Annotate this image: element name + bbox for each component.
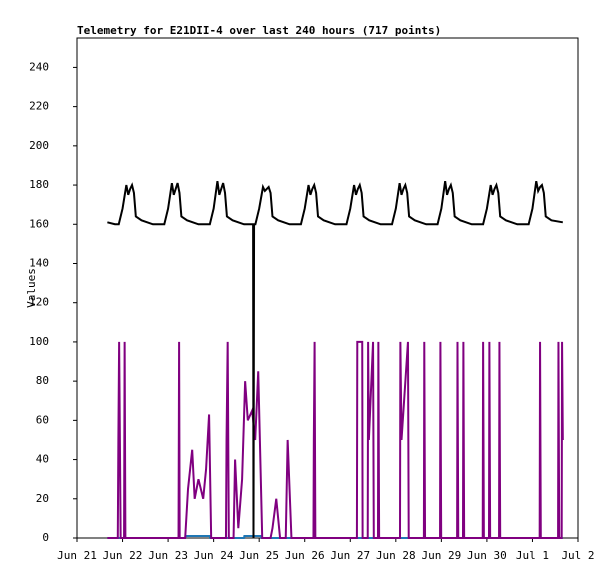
x-tick-label: Jun 28 [376, 549, 416, 562]
y-tick-label: 100 [29, 335, 49, 348]
y-tick-label: 140 [29, 256, 49, 269]
y-tick-label: 220 [29, 100, 49, 113]
x-tick-label: Jun 25 [239, 549, 279, 562]
x-tick-label: Jun 22 [103, 549, 143, 562]
x-tick-label: Jun 30 [467, 549, 507, 562]
y-tick-label: 60 [36, 413, 49, 426]
x-tick-label: Jul 2 [561, 549, 594, 562]
series-line [107, 340, 564, 539]
x-tick-label: Jun 29 [421, 549, 461, 562]
y-tick-label: 160 [29, 217, 49, 230]
y-tick-label: 20 [36, 492, 49, 505]
y-tick-label: 40 [36, 453, 49, 466]
series-line [107, 180, 563, 539]
y-tick-label: 180 [29, 178, 49, 191]
y-tick-label: 80 [36, 374, 49, 387]
x-tick-label: Jun 23 [148, 549, 188, 562]
x-tick-label: Jul 1 [516, 549, 549, 562]
x-tick-label: Jun 21 [57, 549, 97, 562]
x-tick-label: Jun 26 [285, 549, 325, 562]
y-tick-label: 200 [29, 139, 49, 152]
chart-title: Telemetry for E21DII-4 over last 240 hou… [77, 24, 441, 37]
x-tick-label: Jun 27 [330, 549, 370, 562]
y-tick-label: 120 [29, 296, 49, 309]
y-axis-label: Values [25, 268, 38, 308]
x-tick-label: Jun 24 [194, 549, 234, 562]
y-tick-label: 0 [42, 531, 49, 544]
y-tick-label: 240 [29, 60, 49, 73]
